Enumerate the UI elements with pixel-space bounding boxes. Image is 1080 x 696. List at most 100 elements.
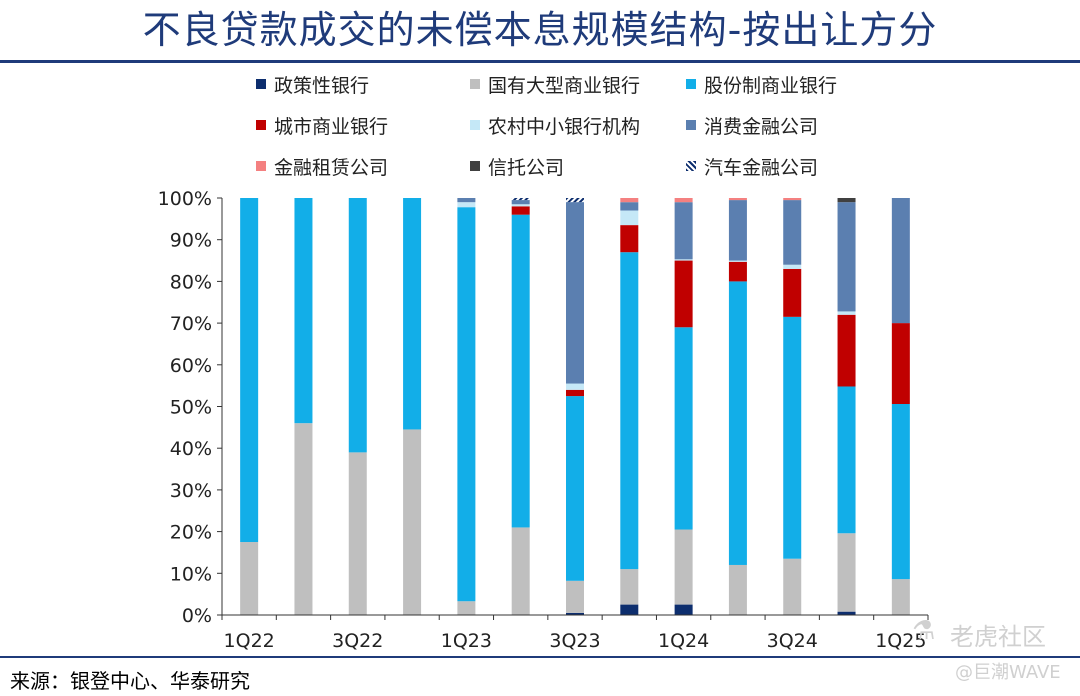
- x-tick-label: 1Q22: [224, 630, 275, 652]
- x-tick-label: 3Q22: [332, 630, 383, 652]
- bar-segment-consumer-finance-2Q24: [728, 200, 747, 261]
- bar-segment-large-state-bank-4Q24: [837, 533, 856, 612]
- bar-segment-rural-bank-1Q24: [674, 259, 693, 261]
- bar-segment-policy-bank-4Q23: [620, 604, 639, 615]
- footer-divider: [0, 656, 1080, 658]
- y-tick-label: 50%: [170, 397, 212, 419]
- bar-segment-joint-stock-bank-2Q23: [511, 214, 530, 528]
- bar-segment-joint-stock-bank-1Q23: [457, 207, 476, 602]
- bar-segment-rural-bank-3Q23: [566, 383, 584, 390]
- bar-segment-large-state-bank-1Q22: [240, 542, 259, 615]
- bar-segment-joint-stock-bank-1Q24: [674, 327, 693, 530]
- legend-swatch: [686, 79, 696, 89]
- bar-segment-financial-leasing-4Q23: [620, 198, 639, 203]
- bar-segment-joint-stock-bank-2Q24: [728, 281, 747, 565]
- bar-segment-joint-stock-bank-4Q22: [403, 198, 422, 430]
- y-tick-label: 30%: [170, 480, 212, 502]
- y-tick-label: 80%: [170, 271, 212, 293]
- y-tick-label: 90%: [170, 230, 212, 252]
- x-tick-label: 3Q24: [767, 630, 818, 652]
- bar-segment-city-commercial-bank-2Q23: [511, 206, 530, 215]
- bar-segment-rural-bank-3Q24: [783, 264, 802, 269]
- watermark-handle: @巨潮WAVE: [955, 662, 1061, 683]
- bar-segment-large-state-bank-3Q23: [566, 580, 584, 613]
- legend-label: 信托公司: [488, 156, 565, 179]
- legend-label: 消费金融公司: [704, 115, 819, 138]
- bar-segment-city-commercial-bank-1Q25: [891, 323, 910, 404]
- bar-segment-rural-bank-2Q23: [511, 204, 530, 207]
- bar-segment-consumer-finance-3Q23: [566, 202, 584, 384]
- legend-item-joint-stock-bank: 股份制商业银行: [686, 71, 837, 97]
- tiger-logo-icon: ⚗: [912, 616, 936, 646]
- bar-segment-joint-stock-bank-3Q23: [566, 396, 584, 581]
- bar-segment-joint-stock-bank-1Q25: [891, 403, 910, 580]
- bar-segment-joint-stock-bank-3Q24: [783, 316, 802, 559]
- y-tick-label: 70%: [170, 313, 212, 335]
- bar-segment-joint-stock-bank-3Q22: [348, 198, 367, 453]
- legend-label: 农村中小银行机构: [488, 115, 641, 138]
- bar-segment-consumer-finance-3Q24: [783, 200, 802, 265]
- chart-title: 不良贷款成交的未偿本息规模结构-按出让方分: [142, 8, 938, 52]
- bar-segment-consumer-finance-1Q23: [457, 198, 476, 203]
- legend-item-rural-bank: 农村中小银行机构: [470, 112, 640, 138]
- legend-label: 金融租赁公司: [274, 156, 389, 179]
- bar-segment-city-commercial-bank-4Q23: [620, 225, 639, 253]
- bar-segment-large-state-bank-4Q23: [620, 569, 639, 605]
- bar-segment-financial-leasing-3Q24: [783, 198, 802, 201]
- x-tick-label: 1Q24: [658, 630, 709, 652]
- bar-segment-rural-bank-1Q23: [457, 202, 476, 208]
- bar-segment-financial-leasing-1Q24: [674, 198, 693, 203]
- bar-segment-consumer-finance-4Q24: [837, 202, 856, 312]
- bar-segment-financial-leasing-2Q24: [728, 198, 747, 201]
- y-tick-label: 100%: [158, 188, 212, 210]
- y-tick-label: 0%: [182, 605, 212, 627]
- bar-segment-large-state-bank-3Q24: [783, 558, 802, 615]
- bar-segment-consumer-finance-4Q23: [620, 202, 639, 211]
- y-tick-label: 20%: [170, 522, 212, 544]
- bar-segment-auto-finance-2Q23: [511, 198, 530, 201]
- legend-label: 国有大型商业银行: [488, 74, 641, 97]
- x-tick-label: 1Q23: [441, 630, 492, 652]
- legend-swatch: [470, 120, 480, 130]
- bar-segment-consumer-finance-1Q25: [891, 198, 910, 324]
- bar-segment-large-state-bank-4Q22: [403, 429, 422, 615]
- bar-segment-large-state-bank-3Q22: [348, 452, 367, 615]
- legend-item-auto-finance: 汽车金融公司: [686, 153, 818, 179]
- title-divider: [0, 60, 1080, 63]
- bar-segment-rural-bank-4Q23: [620, 210, 639, 226]
- legend-swatch: [686, 120, 696, 130]
- x-tick-label: 3Q23: [549, 630, 600, 652]
- legend-swatch: [470, 161, 480, 171]
- bar-segment-large-state-bank-2Q24: [728, 564, 747, 615]
- bar-segment-city-commercial-bank-3Q24: [783, 268, 802, 317]
- bar-segment-city-commercial-bank-2Q24: [728, 261, 747, 282]
- bar-segment-rural-bank-4Q24: [837, 311, 856, 315]
- bar-segment-joint-stock-bank-4Q23: [620, 252, 639, 570]
- legend-item-financial-leasing: 金融租赁公司: [256, 153, 388, 179]
- y-tick-label: 60%: [170, 355, 212, 377]
- bar-segment-policy-bank-3Q23: [566, 612, 584, 615]
- legend-label: 政策性银行: [274, 74, 370, 97]
- y-tick-label: 10%: [170, 563, 212, 585]
- bar-segment-rural-bank-2Q24: [728, 260, 747, 262]
- x-tick-label: 1Q25: [875, 630, 926, 652]
- legend-label: 城市商业银行: [274, 115, 389, 138]
- legend-item-policy-bank: 政策性银行: [256, 71, 369, 97]
- legend-item-trust: 信托公司: [470, 153, 564, 179]
- legend-label: 股份制商业银行: [704, 74, 838, 97]
- bar-segment-large-state-bank-2Q23: [511, 527, 530, 615]
- y-tick-label: 40%: [170, 438, 212, 460]
- bar-segment-city-commercial-bank-3Q23: [566, 389, 584, 397]
- bar-segment-large-state-bank-1Q23: [457, 601, 476, 615]
- bar-segment-trust-4Q24: [837, 198, 856, 203]
- bar-segment-policy-bank-1Q24: [674, 604, 693, 615]
- bar-segment-policy-bank-4Q24: [837, 611, 856, 615]
- legend-item-consumer-finance: 消费金融公司: [686, 112, 818, 138]
- bar-segment-consumer-finance-2Q23: [511, 200, 530, 205]
- bar-segment-large-state-bank-1Q24: [674, 529, 693, 605]
- legend-swatch: [686, 161, 696, 171]
- legend-swatch: [256, 79, 266, 89]
- legend-swatch: [256, 120, 266, 130]
- bar-segment-large-state-bank-2Q22: [294, 423, 313, 615]
- legend-label: 汽车金融公司: [704, 156, 819, 179]
